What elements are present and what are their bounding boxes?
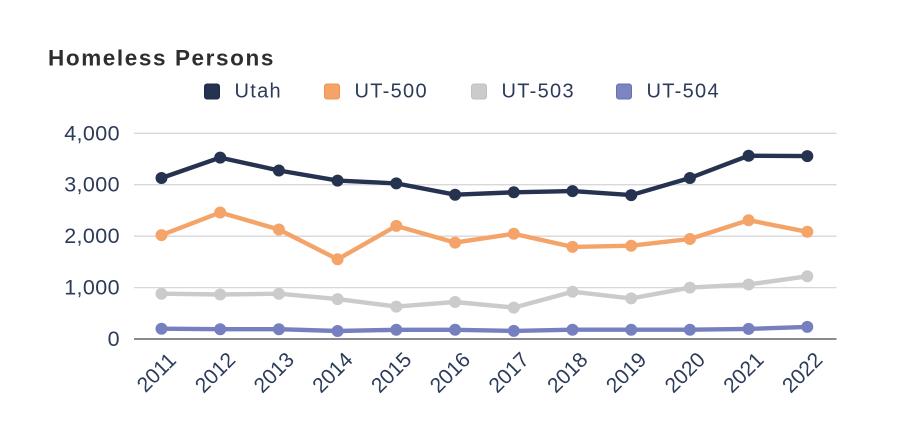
svg-text:0: 0 xyxy=(108,327,120,351)
svg-text:1,000: 1,000 xyxy=(64,276,120,300)
svg-text:UT-503: UT-503 xyxy=(502,81,575,103)
svg-text:Utah: Utah xyxy=(235,81,282,103)
svg-text:UT-504: UT-504 xyxy=(647,81,720,103)
svg-text:4,000: 4,000 xyxy=(64,121,120,145)
svg-text:2,000: 2,000 xyxy=(64,224,120,248)
svg-text:3,000: 3,000 xyxy=(64,173,120,197)
svg-text:UT-500: UT-500 xyxy=(355,81,428,103)
svg-text:Homeless Persons: Homeless Persons xyxy=(48,46,275,71)
